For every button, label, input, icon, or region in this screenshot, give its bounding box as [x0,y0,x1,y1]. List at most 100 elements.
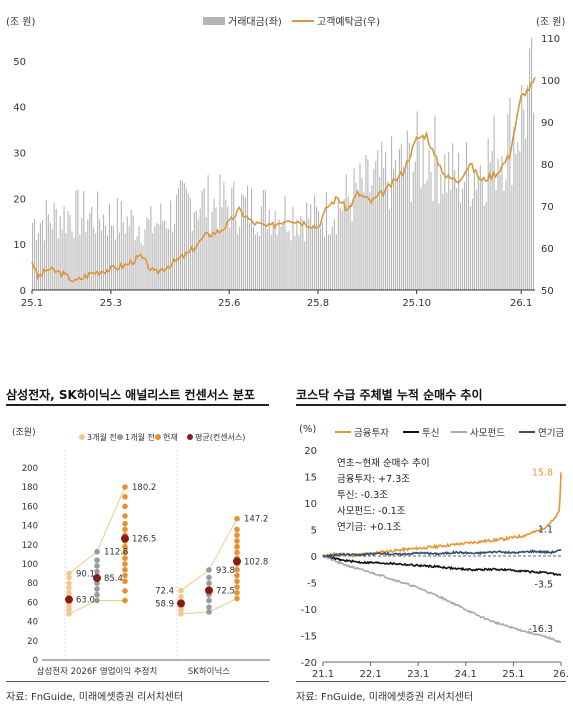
trading-value-bar [77,189,79,290]
scatter-data-label: 63.0 [76,596,95,606]
trading-value-bar [463,181,466,290]
trading-value-bar [150,206,152,290]
analyst-estimate-point [122,503,128,510]
right-axis-tick: 50 [541,286,554,297]
left-axis-tick: 20 [13,194,26,205]
trading-value-bar [410,201,412,290]
trading-value-bar [179,180,182,290]
trading-value-bar [408,143,410,290]
trading-value-bar [130,209,132,290]
trading-value-bar [221,207,223,290]
kosdaq-x-tick-label: 23.1 [407,669,429,680]
trading-value-bar [442,193,444,290]
trading-value-bar [300,216,302,290]
trading-value-bar [270,235,272,290]
kosdaq-end-label: 1.1 [538,525,553,536]
scatter-unit: (조원) [12,427,36,438]
trading-value-bar [239,226,241,290]
scatter-data-label: 72.4 [155,586,174,596]
trading-value-bar [404,170,406,290]
trading-value-bar [118,232,120,290]
trading-value-bar [361,177,363,290]
analyst-estimate-point [94,563,100,569]
top-x-tick-label: 25.3 [100,298,122,309]
trading-value-bar [205,217,207,290]
trading-value-bar [495,189,497,290]
trading-value-bar [475,189,477,290]
scatter-category-label: SK하이닉스 [188,666,230,677]
trading-value-bar [288,231,290,290]
kosdaq-y-tick: 0 [311,552,317,563]
trading-value-bar [33,218,36,290]
scatter-legend-marker [187,434,193,440]
trading-value-bar [503,191,505,290]
trading-value-bar [128,226,130,290]
trading-value-bar [521,84,523,290]
kosdaq-series-line [322,554,562,576]
top-x-tick-label: 25.10 [402,298,431,309]
trading-value-bar [355,182,357,290]
kosdaq-y-tick: 10 [304,499,317,510]
analyst-estimate-point [122,494,128,500]
trading-value-bar [203,187,205,290]
trading-value-bar [418,140,420,290]
trading-value-bar [245,197,247,290]
trading-value-bar [375,161,377,290]
scatter-y-tick: 200 [22,464,38,474]
analyst-estimate-point [206,567,212,573]
right-axis-tick: 70 [541,202,554,213]
trading-value-bar [448,151,450,290]
trading-value-bar [209,233,211,290]
trading-value-bar [412,171,414,290]
trading-value-bar [304,241,306,290]
trading-value-bar [191,230,193,290]
trading-value-bar [106,235,109,290]
left-axis-tick: 10 [13,240,26,251]
trading-value-bar [513,127,515,290]
trading-value-bar [97,191,99,290]
kosdaq-panel-title: 코스닥 수급 주체별 누적 순매수 추이 [296,388,483,402]
trading-value-bar [262,189,264,290]
trading-value-bar [426,179,428,290]
trading-value-bar [493,115,495,290]
trading-value-bar [371,185,373,290]
trading-value-bar [292,206,294,290]
kosdaq-series-line [323,556,562,644]
trading-value-bar [373,168,375,290]
kosdaq-y-tick: -10 [301,605,317,616]
trading-value-bar [114,239,116,290]
trading-value-bar [379,177,381,290]
trading-value-bar [329,234,331,290]
analyst-estimate-point [178,593,184,600]
trading-value-bar [146,217,148,290]
trading-value-bar [383,168,385,290]
trading-value-bar [497,158,499,290]
trading-value-bar [227,206,229,290]
trading-value-bar [87,219,89,290]
kosdaq-end-label: 15.8 [532,467,553,478]
trading-value-bar [509,97,511,290]
trading-value-bar [377,150,379,290]
trading-value-bar [349,202,351,290]
trading-value-bar [61,229,63,290]
trading-value-bar [32,222,34,290]
right-axis-tick: 80 [541,160,554,171]
consensus-average-point [93,574,101,583]
analyst-estimate-point [66,570,72,577]
trading-value-bar [55,209,57,290]
trading-value-bar [250,188,253,290]
trading-value-bar [308,218,310,290]
trading-value-bar [471,198,473,290]
analyst-estimate-point [66,585,72,591]
trading-value-bar [110,225,112,290]
top-x-tick-label: 26.1 [510,298,532,309]
trading-value-bar [81,217,83,290]
trading-value-bar [168,228,170,290]
kosdaq-series-line [322,472,562,558]
trading-value-bar [438,203,440,290]
trading-value-bar [381,141,383,290]
trading-value-bar [284,196,286,290]
trading-value-bar [487,138,489,290]
right-axis-tick: 60 [541,244,554,255]
analyst-estimate-point [66,590,72,596]
